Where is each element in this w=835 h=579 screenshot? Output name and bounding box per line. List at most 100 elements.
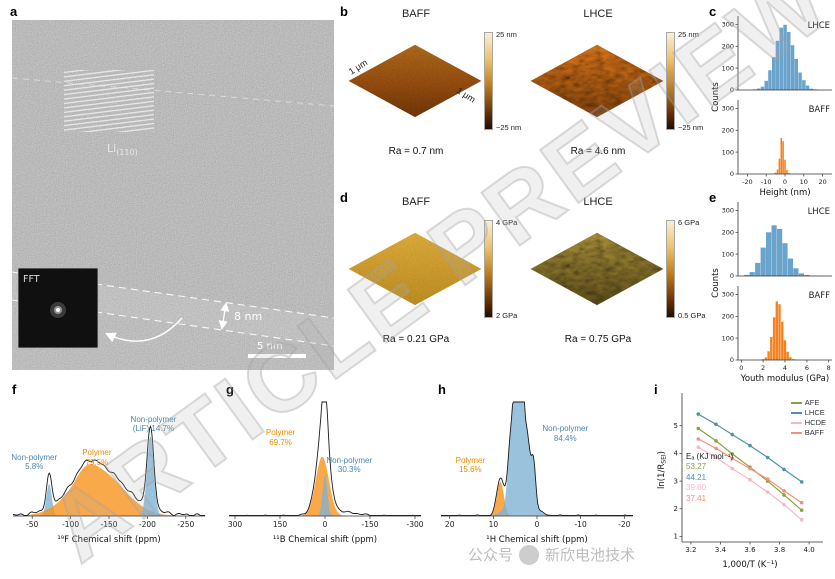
- svg-text:-20: -20: [618, 520, 630, 529]
- colorbar-gradient: [666, 32, 675, 130]
- colorbar-max-label: 4 GPa: [496, 218, 518, 227]
- svg-text:4: 4: [783, 364, 787, 372]
- svg-text:LHCE: LHCE: [808, 21, 830, 31]
- height-histogram-chart: 0 100 200 300 LHCE 0 100 200 300 BAFF -20 -10 0 10 20 H…: [711, 12, 835, 203]
- footer-text-2: 新欣电池技术: [545, 547, 636, 564]
- component-label: Non-polymer (LiF) 14.7%: [130, 414, 177, 434]
- afm-baff-modulus: BAFF 4 GPa 2 GPa Ra = 0.21 GPa: [346, 196, 524, 345]
- panel-label-e: e: [709, 190, 717, 205]
- svg-text:200: 200: [722, 43, 734, 51]
- svg-text:3: 3: [674, 477, 678, 485]
- svg-text:BAFF: BAFF: [809, 105, 831, 115]
- svg-text:Youth modulus (GPa): Youth modulus (GPa): [740, 374, 829, 384]
- svg-text:-250: -250: [177, 520, 194, 529]
- svg-text:-10: -10: [574, 520, 586, 529]
- svg-text:-200: -200: [139, 520, 156, 529]
- svg-text:Height (nm): Height (nm): [759, 188, 810, 198]
- svg-text:200: 200: [722, 127, 734, 135]
- svg-text:0: 0: [730, 272, 734, 280]
- colorbar-gradient: [484, 32, 493, 130]
- afm-lhce-topography: LHCE 25 nm −25 nm Ra = 4.6 nm: [528, 8, 706, 157]
- histogram-svg: 0 100 200 300 LHCE 0 100 200 300 BAFF 0 2 4 6 8 Youth m…: [711, 202, 832, 384]
- svg-text:¹¹B Chemical shift (ppm): ¹¹B Chemical shift (ppm): [273, 535, 377, 544]
- component-label: Non-polymer 5.8%: [11, 452, 58, 472]
- legend-swatch: [790, 421, 802, 424]
- tem-image: Li(110) 8 nm FFT 5 nm: [11, 20, 335, 370]
- footer-caption: 公众号 新欣电池技术: [468, 544, 635, 565]
- arrhenius-svg: 1 2 3 4 5 3.2 3.4 3.6 3.8 4.0 1,000/T (K⁻¹) ln(1/RS…: [657, 393, 823, 570]
- afm-modulus-panel: BAFF 4 GPa 2 GPa Ra = 0.21 GPa LHCE: [346, 196, 706, 345]
- svg-text:Counts: Counts: [711, 268, 721, 298]
- svg-text:1,000/T (K⁻¹): 1,000/T (K⁻¹): [722, 560, 777, 570]
- svg-text:0: 0: [730, 86, 734, 94]
- svg-text:3.8: 3.8: [774, 546, 785, 554]
- svg-text:-150: -150: [100, 520, 117, 529]
- component-label: Non-polymer 30.3%: [326, 455, 373, 475]
- nmr-svg: -50 -100 -150 -200 -250 ¹⁹F Chemical shift (p…: [13, 425, 206, 545]
- colorbar: 25 nm −25 nm: [666, 30, 704, 132]
- lattice-fringes: [64, 70, 154, 132]
- afm-lhce-modulus: LHCE 6 GPa 0.5 GPa Ra = 0.75 GPa: [528, 196, 706, 345]
- fft-label: FFT: [23, 274, 40, 285]
- panel-label-b: b: [340, 4, 348, 19]
- afm-baff-topography: BAFF 1 μm 1 μm 25 nm −25 nm Ra = 0.7 nm: [346, 8, 524, 157]
- nmr-svg: 300 150 0 -150 -300 ¹¹B Chemical shift (ppm): [228, 401, 424, 545]
- svg-text:-20: -20: [742, 178, 753, 186]
- svg-text:3.6: 3.6: [744, 546, 756, 554]
- panel-label-i: i: [654, 382, 658, 397]
- svg-text:300: 300: [722, 21, 734, 29]
- footer-text-1: 公众号: [468, 547, 514, 564]
- svg-text:-100: -100: [62, 520, 79, 529]
- svg-text:-150: -150: [361, 520, 378, 529]
- svg-text:Counts: Counts: [711, 82, 721, 112]
- svg-text:8: 8: [827, 364, 831, 372]
- svg-text:300: 300: [722, 105, 734, 113]
- histogram-svg: 0 100 200 300 LHCE 0 100 200 300 BAFF -20 -10 0 10 20 H…: [711, 16, 832, 198]
- nmr-19f-spectrum: -50 -100 -150 -200 -250 ¹⁹F Chemical shift (p…: [8, 392, 210, 549]
- panel-label-d: d: [340, 190, 348, 205]
- legend-item: AFE: [790, 398, 826, 407]
- colorbar-max-label: 25 nm: [678, 30, 699, 39]
- svg-text:ln(1/RSEI): ln(1/RSEI): [657, 451, 668, 489]
- colorbar-min-label: −25 nm: [678, 123, 704, 132]
- colorbar-gradient: [666, 220, 675, 318]
- svg-text:-300: -300: [406, 520, 423, 529]
- afm-image-title: BAFF: [401, 196, 431, 208]
- svg-text:4.0: 4.0: [804, 546, 815, 554]
- activation-energy-block: Eₐ (KJ mol⁻¹) 53.27 44.21 39.80 37.41: [686, 452, 734, 503]
- svg-text:5: 5: [674, 422, 678, 430]
- roughness-value: Ra = 0.75 GPa: [564, 334, 632, 345]
- svg-text:10: 10: [800, 178, 808, 186]
- svg-text:200: 200: [722, 313, 734, 321]
- afm-image-title: BAFF: [401, 8, 431, 20]
- svg-text:20: 20: [445, 520, 455, 529]
- component-label: Polymer 15.6%: [455, 455, 485, 475]
- svg-text:300: 300: [722, 291, 734, 299]
- legend: AFE LHCE HCDE BAFF: [790, 398, 826, 437]
- svg-text:300: 300: [228, 520, 243, 529]
- legend-item: LHCE: [790, 408, 826, 417]
- afm-surface-image: [530, 232, 664, 306]
- scalebar: [248, 354, 306, 358]
- svg-text:¹⁹F Chemical shift (ppm): ¹⁹F Chemical shift (ppm): [57, 535, 160, 544]
- svg-text:3.4: 3.4: [715, 546, 727, 554]
- activation-energy-value: 44.21: [686, 472, 707, 482]
- afm-surface-image: [530, 44, 664, 118]
- component-label: Polymer 69.7%: [265, 428, 296, 448]
- svg-text:150: 150: [273, 520, 288, 529]
- svg-text:4: 4: [674, 450, 679, 458]
- roughness-value: Ra = 4.6 nm: [570, 146, 626, 157]
- colorbar: 25 nm −25 nm: [484, 30, 522, 132]
- afm-surface-image: [348, 232, 482, 306]
- roughness-value: Ra = 0.7 nm: [388, 146, 444, 157]
- colorbar-max-label: 6 GPa: [678, 218, 700, 227]
- nmr-svg: 20 10 0 -10 -20 ¹H Chemical shift (ppm): [441, 401, 633, 545]
- colorbar-min-label: 2 GPa: [496, 311, 518, 320]
- scalebar-label: 5 nm: [257, 341, 283, 352]
- svg-text:¹H Chemical shift (ppm): ¹H Chemical shift (ppm): [486, 535, 587, 544]
- svg-text:200: 200: [722, 229, 734, 237]
- activation-energy-value: 53.27: [686, 462, 707, 472]
- afm-surface-image: [348, 44, 482, 118]
- scale-axis-label: 1 μm: [454, 85, 478, 105]
